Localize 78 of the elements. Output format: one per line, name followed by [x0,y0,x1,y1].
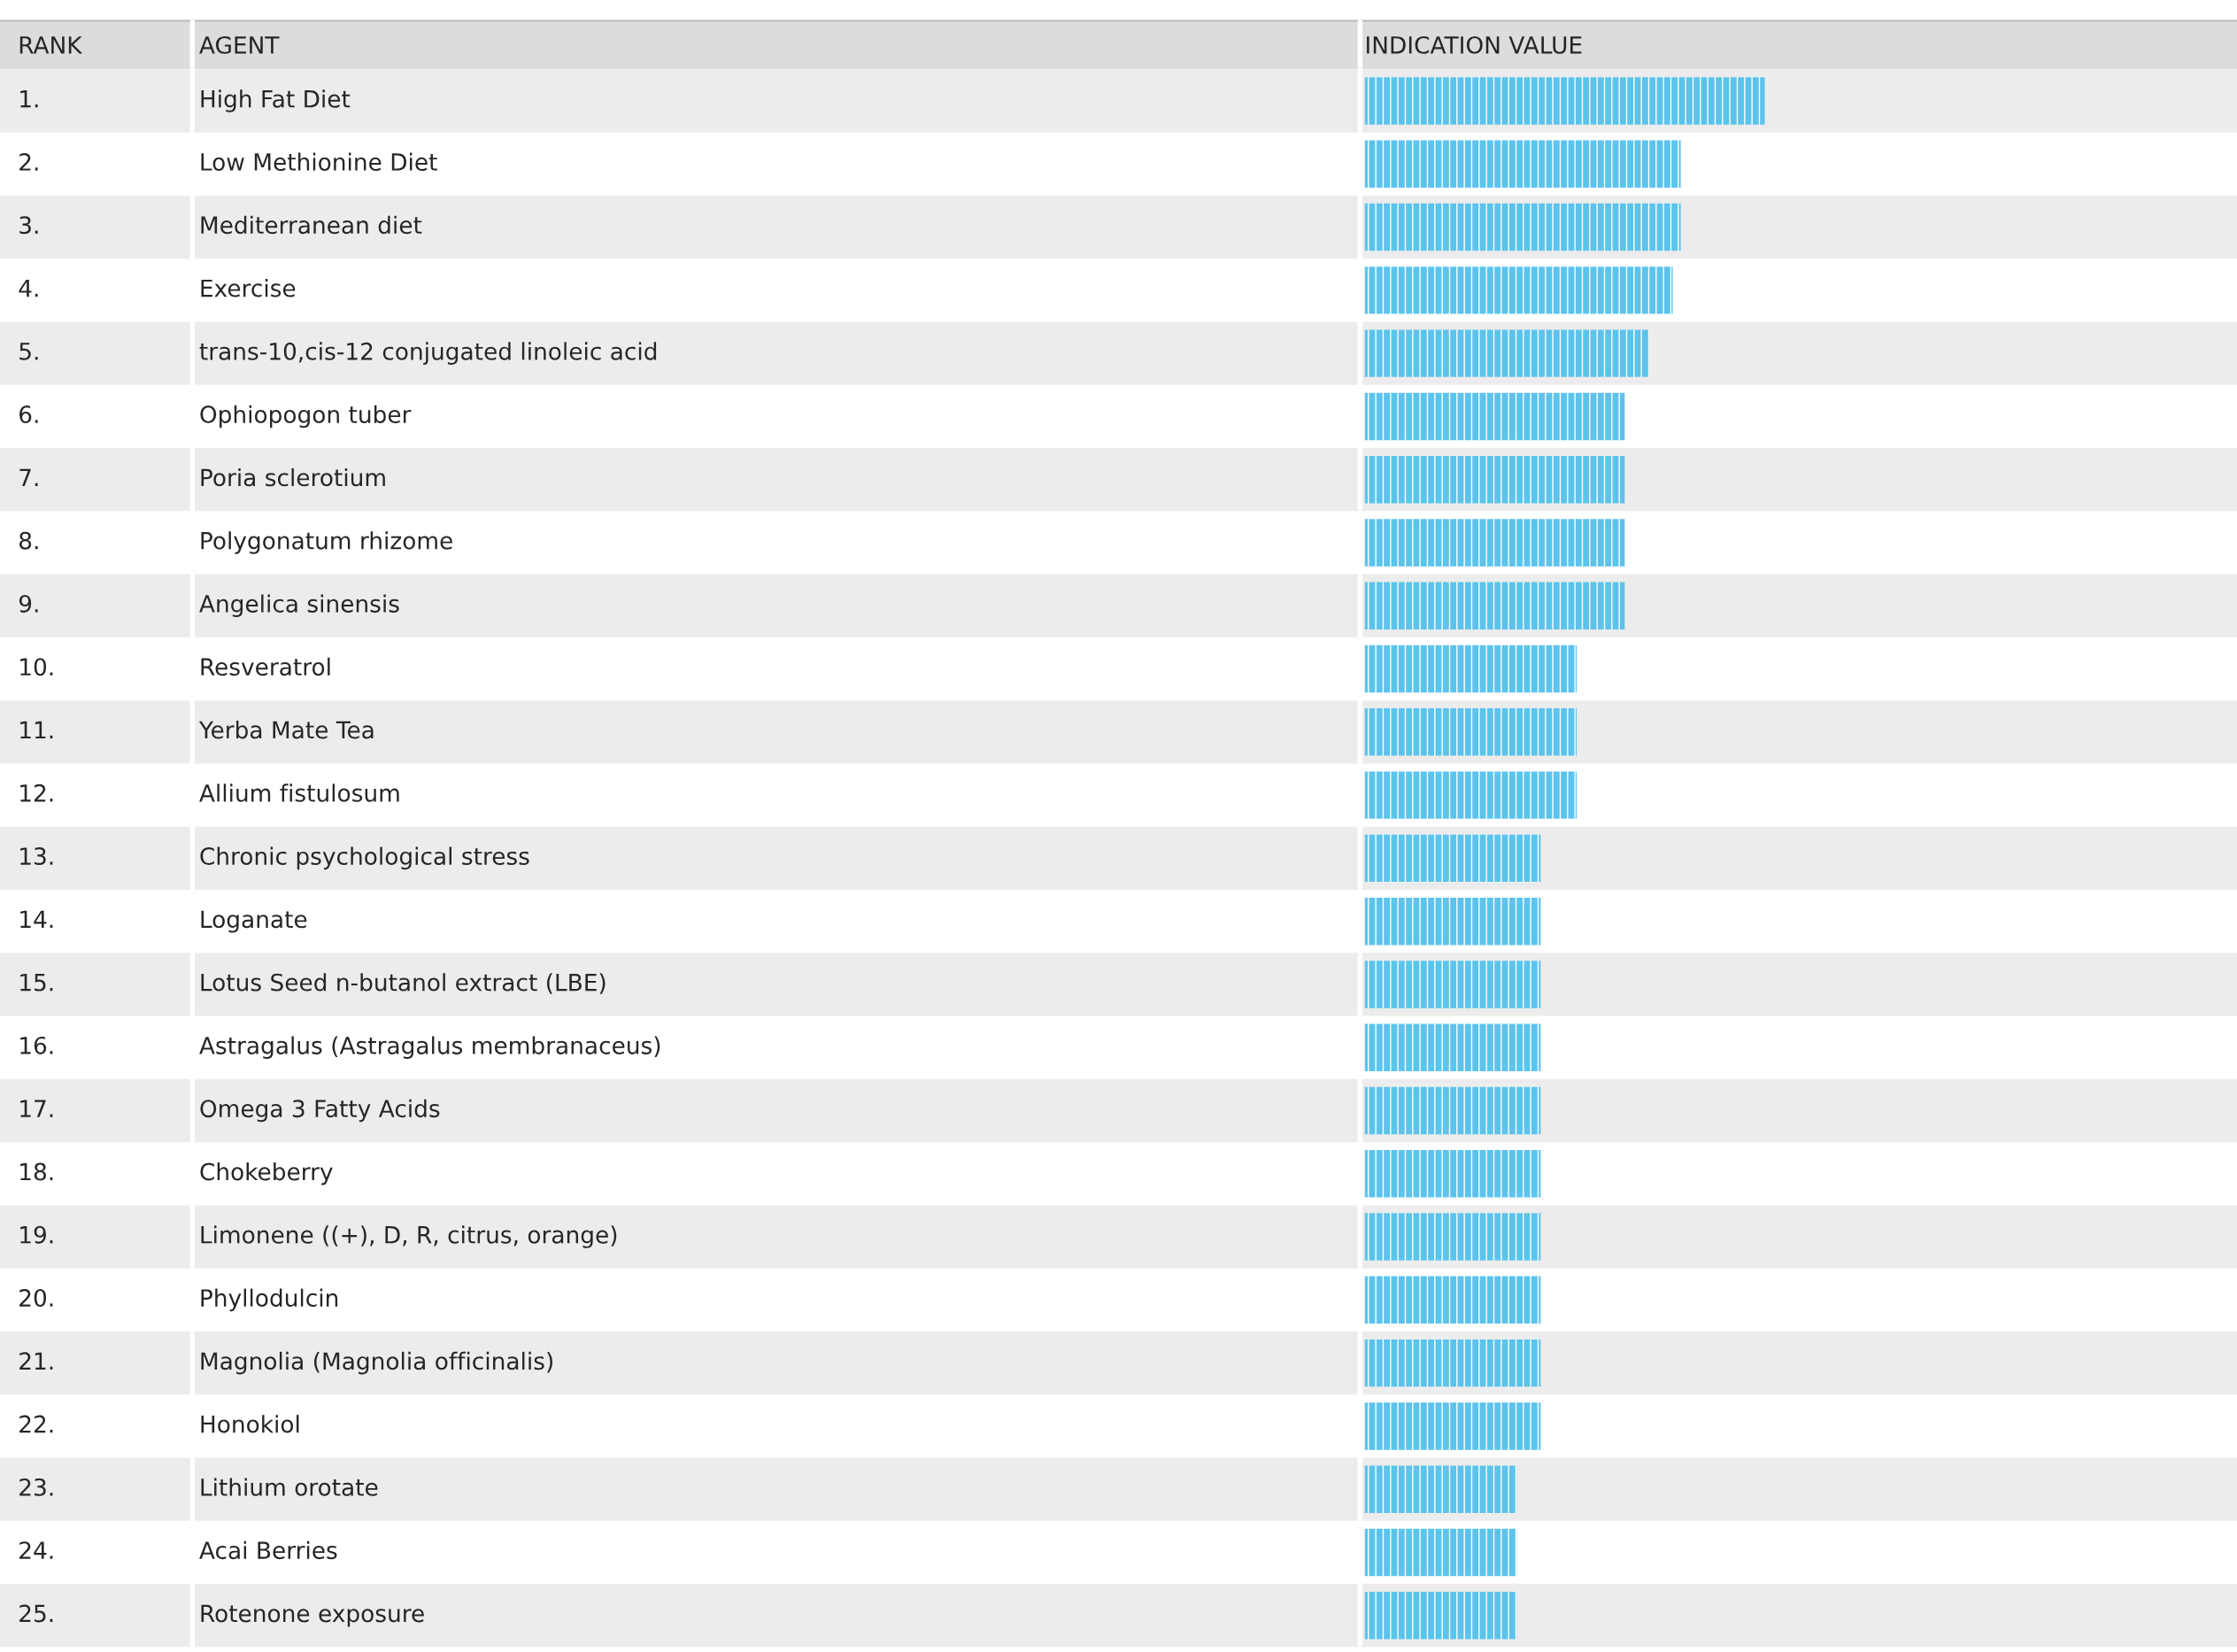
y-tick-label: Chokeberry [200,1162,333,1185]
y-tick-label: Limonene ((+), D, R, citrus, orange) [201,1225,617,1248]
bar [1364,1528,1517,1577]
text: 8. [19,531,38,550]
y-axis-title: AGENT [199,35,280,54]
y-tick-label: High Fat Diet [201,89,351,112]
y-tick-label: Loganate [201,910,307,933]
text: 13. [20,847,53,866]
text: 1. [20,90,38,108]
bar [1364,266,1673,314]
bar [1364,392,1625,441]
y-tick-label: Yerba Mate Tea [198,721,374,739]
y-tick-label: Lotus Seed n-butanol extract (LBE) [201,973,606,994]
bar [1364,1465,1517,1513]
bar [1364,645,1577,693]
bar [1364,708,1577,756]
text: 12. [20,784,53,802]
text: 11. [20,721,53,739]
bar [1364,1276,1541,1324]
text: 18. [20,1162,53,1181]
y-tick-label: Magnolia (Magnolia officinalis) [201,1351,552,1375]
text: 14. [20,910,53,928]
text: 16. [20,1036,53,1054]
y-tick-label: Polygonatum rhizome [201,531,452,554]
text: 6. [19,405,38,424]
y-tick-label: trans-10,cis-12 conjugated linoleic acid [199,342,657,365]
y-tick-label: Poria sclerotium [201,467,385,487]
y-tick-label: Exercise [201,279,296,297]
bar [1364,1023,1541,1071]
bar [1364,1402,1541,1450]
text: 23. [19,1478,53,1496]
bar [1364,77,1765,125]
y-tick-label: Honokiol [201,1415,299,1433]
bar [1364,1592,1517,1640]
x-axis-title: INDICATION VALUE [1367,35,1582,54]
bar [1364,203,1681,251]
bar [1364,834,1541,883]
bar [1364,455,1625,504]
bar [1364,1150,1541,1198]
y-tick-label: Mediterranean diet [201,215,422,235]
y-tick-label: Acai Berries [199,1540,337,1560]
y-tick-label: Resveratrol [201,657,330,676]
bar [1364,961,1541,1008]
y-tick-label: Omega 3 Fatty Acids [200,1099,440,1123]
text: 17. [20,1100,53,1117]
y-tick-label: Low Methionine Diet [201,152,437,171]
text: RANK [19,36,83,54]
y-tick-label: Astragalus (Astragalus membranaceus) [199,1036,660,1059]
y-tick-label: Lithium orotate [201,1478,378,1496]
bar [1364,1213,1541,1261]
text: 22. [19,1415,53,1433]
y-tick-label: Allium fistulosum [199,784,399,802]
y-tick-label: Angelica sinensis [199,594,399,618]
bar [1364,140,1681,189]
text: 15. [20,973,53,992]
text: 7. [19,468,38,486]
text: 10. [20,658,53,676]
text: 4. [19,279,38,297]
text: 5. [19,343,38,360]
y-tick-label: Rotenone exposure [201,1604,424,1627]
text: 20. [19,1289,53,1308]
text: 19. [20,1225,53,1244]
text: 2. [19,152,38,171]
text: 24. [19,1541,53,1559]
bar [1364,582,1625,629]
bar [1364,771,1577,819]
text: 9. [19,594,38,613]
text: 3. [19,216,38,235]
bar [1364,1339,1541,1387]
bar [1364,329,1649,377]
bar [1364,519,1625,567]
y-tick-label: Chronic psychological stress [200,846,529,870]
text: 21. [19,1352,53,1370]
bar [1364,1086,1541,1135]
y-tick-label: Ophiopogon tuber [200,405,412,428]
text: 25. [19,1604,53,1623]
bar [1364,897,1541,946]
y-tick-label: Phyllodulcin [201,1288,338,1312]
